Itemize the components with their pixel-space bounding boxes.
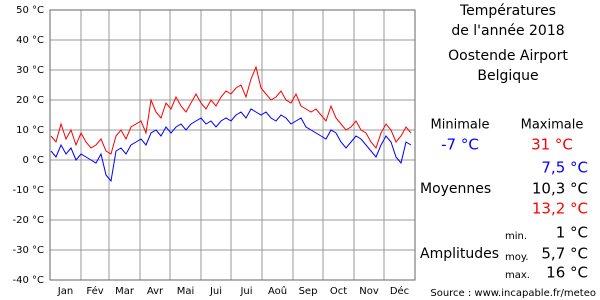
y-tick-label: 50 °C xyxy=(16,5,44,16)
x-tick-label: Sep xyxy=(299,286,318,297)
y-tick-label: 10 °C xyxy=(16,125,44,136)
y-tick-label: 30 °C xyxy=(16,65,44,76)
x-tick-label: Déc xyxy=(390,285,409,297)
country: Belgique xyxy=(477,68,538,84)
chart-title: Températures de l'année 2018 xyxy=(451,3,564,39)
x-tick-label: Jui xyxy=(239,286,252,297)
series-line xyxy=(50,108,412,183)
y-tick-label: -30 °C xyxy=(13,245,45,256)
avg-min: 7,5 °C xyxy=(541,159,588,177)
x-tick-label: Oct xyxy=(330,286,347,297)
avg-max: 13,2 °C xyxy=(532,200,588,218)
amp-min: 1 °C xyxy=(556,224,588,242)
series-line xyxy=(50,65,412,155)
x-tick-label: Mar xyxy=(115,286,135,297)
amp-min-label: min. xyxy=(505,231,527,242)
amp-avg: 5,7 °C xyxy=(541,245,588,263)
max-value: 31 °C xyxy=(531,136,573,154)
x-tick-label: Jui xyxy=(209,286,222,297)
x-tick-label: Aoû xyxy=(268,285,287,297)
y-tick-label: -40 °C xyxy=(13,275,45,286)
avg: 10,3 °C xyxy=(532,180,588,198)
plot-frame xyxy=(49,9,416,281)
y-tick-label: -10 °C xyxy=(13,185,45,196)
avg-label: Moyennes xyxy=(420,181,491,197)
max-label: Maximale xyxy=(521,118,584,133)
station: Oostende Airport xyxy=(448,48,568,64)
amp-label: Amplitudes xyxy=(420,246,499,262)
x-tick-label: Mai xyxy=(177,286,195,297)
x-tick-label: Fév xyxy=(86,285,103,297)
y-tick-label: -20 °C xyxy=(13,215,45,226)
amp-max-label: max. xyxy=(505,270,530,281)
amp-max: 16 °C xyxy=(546,264,588,282)
y-tick-label: 20 °C xyxy=(16,95,44,106)
x-tick-label: Avr xyxy=(147,286,164,297)
x-tick-label: Nov xyxy=(359,286,379,297)
y-tick-label: 40 °C xyxy=(16,35,44,46)
x-tick-label: Jan xyxy=(57,286,73,297)
min-value: -7 °C xyxy=(441,136,479,154)
y-tick-label: 0 °C xyxy=(22,155,44,166)
amp-avg-label: moy. xyxy=(505,252,529,263)
min-label: Minimale xyxy=(431,118,490,133)
source: Source : www.incapable.fr/meteo xyxy=(430,288,596,299)
